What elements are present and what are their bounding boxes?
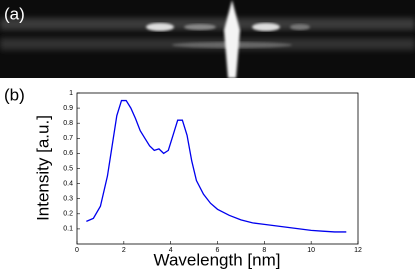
x-tick-label: 0 — [75, 247, 79, 254]
y-tick-label: 0.5 — [63, 165, 73, 172]
y-tick-label: 1 — [69, 90, 73, 97]
y-tick-label: 0.2 — [63, 211, 73, 218]
y-tick-label: 0.6 — [63, 150, 73, 157]
y-tick-label: 0.8 — [63, 120, 73, 127]
x-axis-label: Wavelength [nm] — [154, 250, 281, 269]
y-tick-label: 0.3 — [63, 196, 73, 203]
x-tick-label: 10 — [307, 247, 315, 254]
y-axis-label: Intensity [a.u.] — [33, 115, 52, 221]
panel-a-image: (a) — [0, 0, 415, 78]
panel-label: (a) — [4, 4, 25, 23]
plot-frame — [76, 92, 359, 245]
y-tick-label: 0.7 — [63, 135, 73, 142]
panel-label: (b) — [4, 85, 25, 104]
y-tick-label: 0.9 — [63, 105, 73, 112]
data-line — [86, 99, 347, 233]
plot: 0 2 4 6 8 10 12 0.1 0.2 0.3 0.4 0.5 0.6 0.7 0.8 0.9 1 — [63, 90, 362, 254]
x-tick-label: 12 — [354, 247, 362, 254]
x-tick-label: 4 — [169, 247, 173, 254]
y-tick-label: 0.1 — [63, 226, 73, 233]
y-tick-label: 0.4 — [63, 180, 73, 187]
x-tick-label: 6 — [216, 247, 220, 254]
x-tick-label: 8 — [262, 247, 266, 254]
x-tick-label: 2 — [122, 247, 126, 254]
